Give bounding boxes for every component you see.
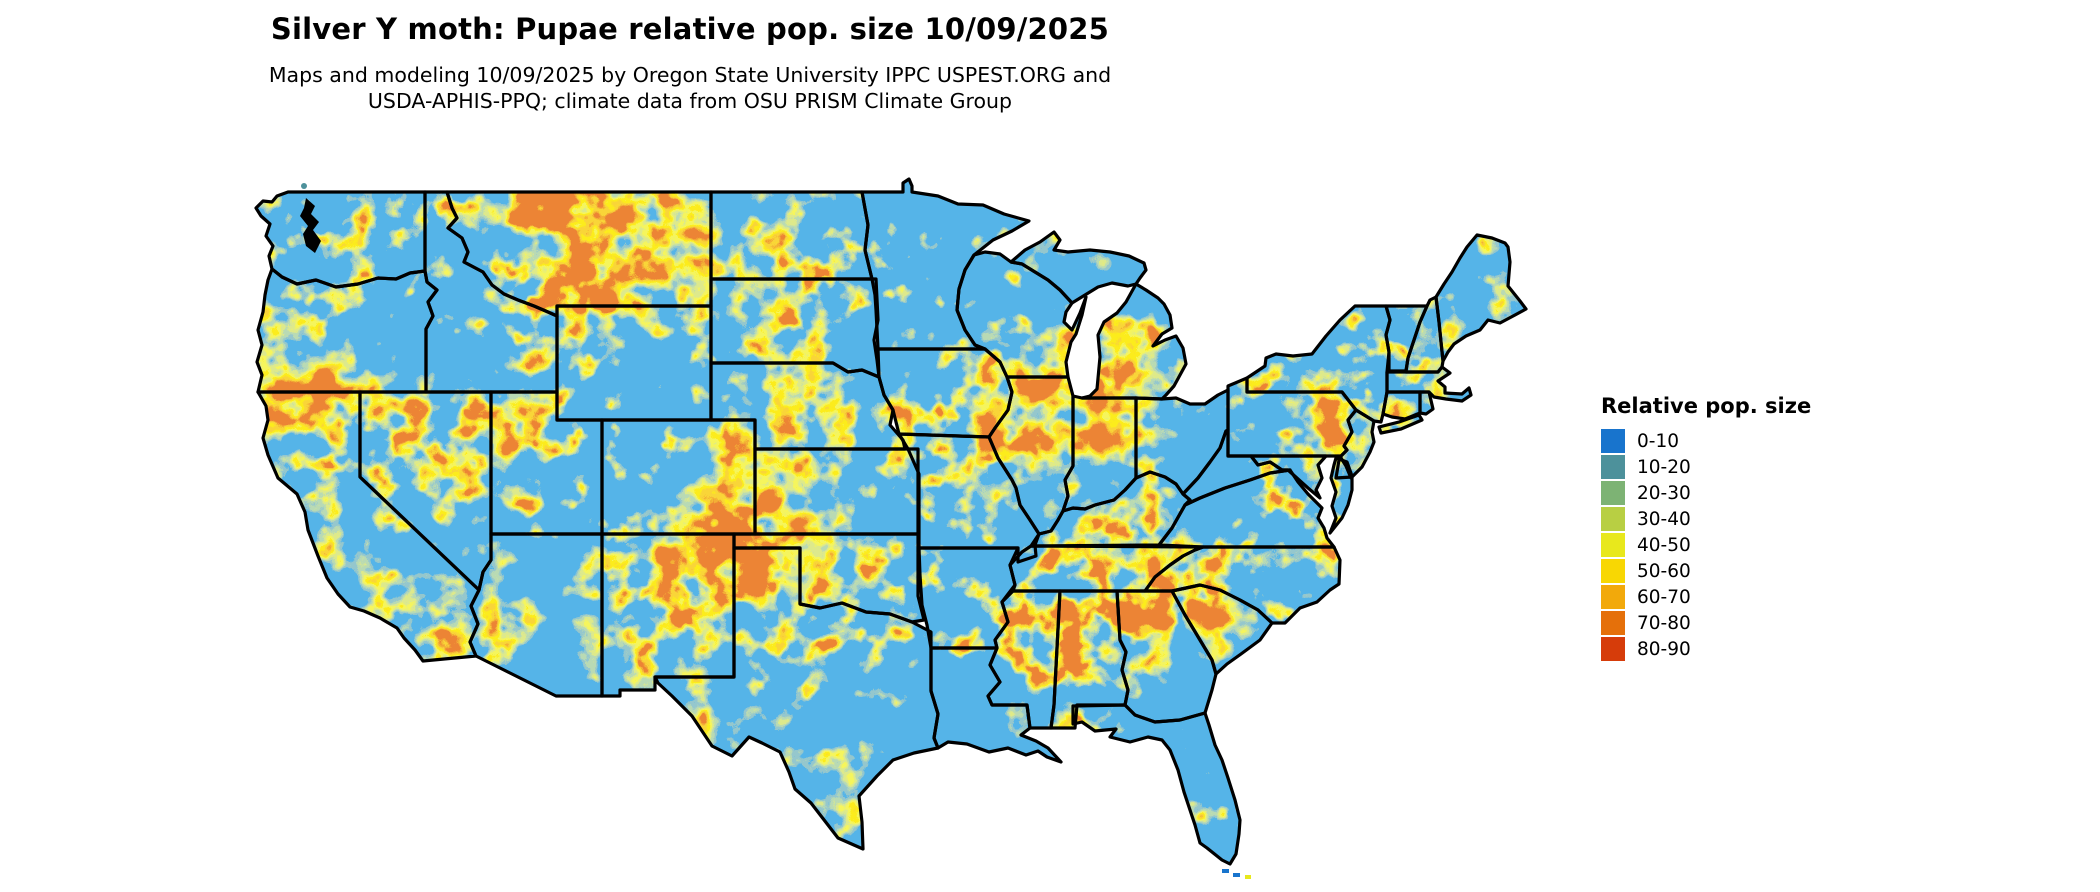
state-ks xyxy=(755,449,918,534)
state-ca xyxy=(258,392,479,661)
legend-swatch xyxy=(1601,637,1625,661)
state-border-ma xyxy=(1385,365,1473,403)
state-wv xyxy=(1183,430,1290,505)
state-border-li xyxy=(1377,413,1424,435)
san-juan-islands xyxy=(301,183,307,189)
state-in xyxy=(1063,396,1136,511)
legend-swatch xyxy=(1601,533,1625,557)
state-or xyxy=(257,269,437,392)
legend-swatch xyxy=(1601,611,1625,635)
legend-label: 40-50 xyxy=(1637,534,1691,556)
legend-item: 10-20 xyxy=(1601,454,1811,480)
legend-swatch xyxy=(1601,455,1625,479)
state-nv xyxy=(360,392,491,590)
state-id xyxy=(425,192,557,392)
legend-label: 70-80 xyxy=(1637,612,1691,634)
state-ky xyxy=(1031,472,1190,546)
state-nj xyxy=(1341,410,1374,478)
state-mt xyxy=(447,192,711,316)
legend-label: 50-60 xyxy=(1637,560,1691,582)
state-ny xyxy=(1247,306,1390,422)
puget-sound xyxy=(300,198,321,253)
state-wy xyxy=(557,306,711,420)
state-nh xyxy=(1406,297,1443,372)
figure-subtitle: Maps and modeling 10/09/2025 by Oregon S… xyxy=(0,62,1380,114)
state-mi xyxy=(1082,284,1186,399)
state-border-mi xyxy=(1080,282,1188,401)
legend-item: 40-50 xyxy=(1601,532,1811,558)
state-border-tx xyxy=(653,546,940,851)
state-nm xyxy=(602,534,734,696)
state-sc xyxy=(1172,585,1272,674)
state-pa xyxy=(1228,378,1356,456)
state-wa xyxy=(256,192,425,287)
state-li xyxy=(1379,415,1422,433)
state-borders xyxy=(254,177,1528,866)
state-co xyxy=(602,420,755,534)
legend-label: 30-40 xyxy=(1637,508,1691,530)
state-border-fl xyxy=(1071,703,1242,866)
state-me xyxy=(1436,235,1526,361)
legend-label: 60-70 xyxy=(1637,586,1691,608)
state-mn xyxy=(862,179,1029,349)
state-ok xyxy=(734,534,924,622)
state-va xyxy=(1159,470,1334,547)
state-border-miup xyxy=(1009,230,1148,305)
state-border-me xyxy=(1434,233,1528,363)
legend-item: 30-40 xyxy=(1601,506,1811,532)
state-nc xyxy=(1145,547,1340,623)
legend: Relative pop. size 0-10 10-20 20-30 30-4… xyxy=(1601,394,1811,662)
state-tn xyxy=(1010,546,1203,591)
legend-swatch xyxy=(1601,481,1625,505)
legend-swatch xyxy=(1601,559,1625,583)
state-il xyxy=(989,377,1073,534)
legend-item: 0-10 xyxy=(1601,428,1811,454)
state-ut xyxy=(491,392,602,534)
legend-item: 60-70 xyxy=(1601,584,1811,610)
legend-label: 0-10 xyxy=(1637,430,1679,452)
state-ma xyxy=(1387,367,1471,401)
state-az xyxy=(470,534,602,696)
state-border-md xyxy=(1249,454,1328,500)
legend-label: 10-20 xyxy=(1637,456,1691,478)
state-ia xyxy=(878,349,1012,437)
legend-label: 80-90 xyxy=(1637,638,1691,660)
legend-item: 50-60 xyxy=(1601,558,1811,584)
state-border-nc xyxy=(1143,545,1342,625)
raster-population-layer xyxy=(256,179,1526,864)
state-ne xyxy=(711,363,905,449)
state-fl xyxy=(1073,705,1240,864)
figure-title: Silver Y moth: Pupae relative pop. size … xyxy=(270,12,1110,46)
legend-title: Relative pop. size xyxy=(1601,394,1812,418)
legend-swatch xyxy=(1601,585,1625,609)
state-nd xyxy=(711,192,872,279)
state-border-nj xyxy=(1339,408,1376,480)
legend-label: 20-30 xyxy=(1637,482,1691,504)
state-ct xyxy=(1383,392,1420,419)
state-border-ne xyxy=(709,361,907,451)
figure-header: Silver Y moth: Pupae relative pop. size … xyxy=(0,12,1380,114)
state-border-de xyxy=(1334,459,1353,480)
legend-item: 80-90 xyxy=(1601,636,1811,662)
legend-swatch xyxy=(1601,507,1625,531)
legend-item: 70-80 xyxy=(1601,610,1811,636)
state-vt xyxy=(1386,306,1427,371)
state-miup xyxy=(1011,232,1146,303)
state-md xyxy=(1251,456,1326,498)
state-wi xyxy=(957,252,1086,377)
subtitle-line-1: Maps and modeling 10/09/2025 by Oregon S… xyxy=(268,63,1112,87)
state-sd xyxy=(711,279,879,377)
state-mo xyxy=(899,434,1039,562)
state-al xyxy=(1051,591,1128,728)
state-ar xyxy=(919,548,1018,648)
state-tx xyxy=(655,548,938,849)
florida-keys xyxy=(1222,869,1251,879)
state-ga xyxy=(1117,591,1216,722)
legend-item: 20-30 xyxy=(1601,480,1811,506)
legend-swatch xyxy=(1601,429,1625,453)
subtitle-line-2: USDA-APHIS-PPQ; climate data from OSU PR… xyxy=(367,89,1013,114)
